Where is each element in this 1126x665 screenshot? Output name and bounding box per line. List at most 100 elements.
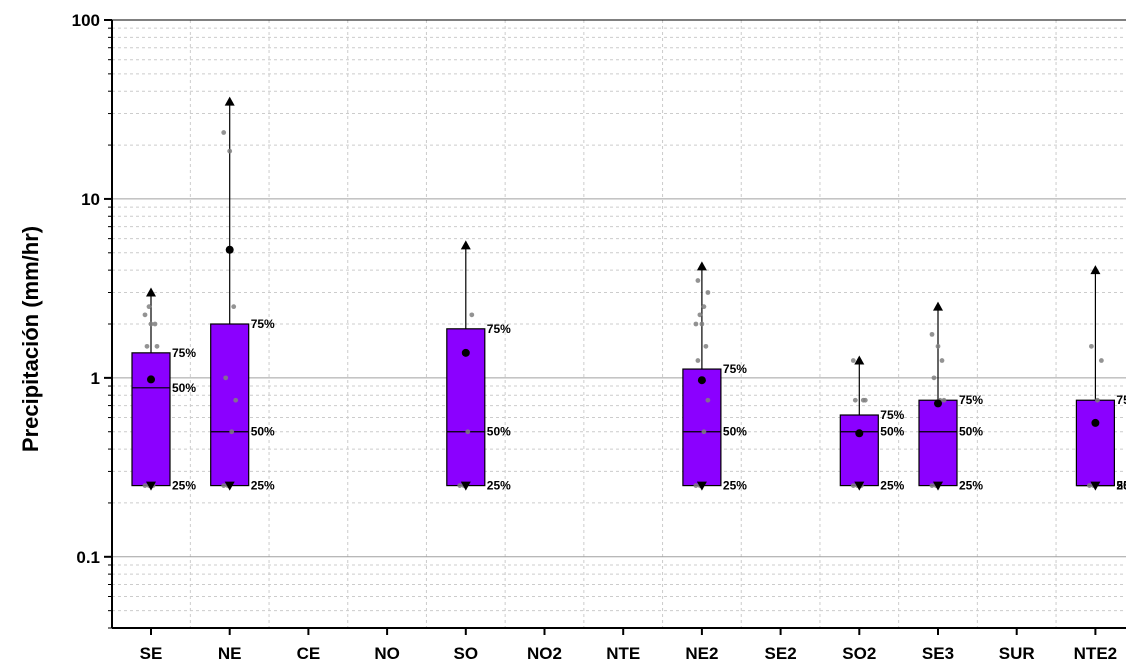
- data-point: [935, 343, 941, 349]
- label-25: 25%: [959, 479, 983, 493]
- data-point: [1089, 343, 1094, 349]
- data-point: [146, 304, 152, 310]
- data-point: [465, 429, 471, 435]
- label-50: 50%: [251, 425, 275, 439]
- min-marker: [854, 481, 865, 491]
- data-point: [705, 397, 711, 403]
- data-point: [227, 148, 233, 154]
- label-50: 50%: [1116, 479, 1126, 493]
- box-so2: 75% 50% 25%: [839, 355, 905, 493]
- x-tick-label-nte: NTE: [606, 644, 640, 663]
- min-marker: [146, 481, 156, 491]
- label-75: 75%: [172, 346, 196, 360]
- data-point: [231, 304, 237, 310]
- max-marker: [460, 240, 471, 250]
- data-point: [703, 343, 709, 349]
- mean-marker: [855, 429, 864, 438]
- min-marker: [696, 481, 707, 491]
- box: [839, 414, 879, 487]
- x-tick-label-so: SO: [454, 644, 479, 663]
- y-tick-label: 1: [91, 369, 100, 388]
- data-point: [142, 483, 148, 488]
- x-tick-label-no: NO: [374, 644, 400, 663]
- data-point: [701, 304, 707, 310]
- label-25: 25%: [172, 479, 196, 493]
- data-point: [699, 321, 705, 327]
- max-marker: [146, 287, 156, 297]
- min-marker: [933, 481, 943, 491]
- min-marker: [1090, 481, 1101, 491]
- box-ne: 75% 50% 25%: [210, 96, 275, 493]
- label-50: 50%: [880, 425, 904, 439]
- data-point: [693, 483, 699, 488]
- mean-marker: [934, 399, 942, 408]
- data-point: [695, 358, 701, 363]
- box: [918, 399, 958, 487]
- label-25: 25%: [880, 479, 904, 493]
- data-point: [701, 429, 707, 435]
- x-tick-label-so2: SO2: [842, 644, 876, 663]
- data-point: [929, 483, 935, 488]
- x-tick-label-sur: SUR: [999, 644, 1035, 663]
- max-marker: [1090, 265, 1101, 275]
- data-point: [142, 312, 148, 318]
- box: [210, 323, 250, 487]
- data-point: [941, 397, 947, 403]
- mean-marker: [1091, 418, 1100, 427]
- label-75: 75%: [1116, 393, 1126, 407]
- x-tick-label-ce: CE: [297, 644, 321, 663]
- data-point: [221, 130, 227, 135]
- box: [682, 368, 722, 487]
- data-point: [852, 397, 858, 403]
- max-marker: [696, 261, 707, 271]
- x-tick-label-se2: SE2: [765, 644, 797, 663]
- label-25: 25%: [487, 479, 511, 493]
- label-50: 50%: [723, 425, 747, 439]
- data-point: [939, 358, 945, 363]
- data-point: [233, 397, 239, 403]
- data-point: [1099, 358, 1104, 363]
- grid-lines: [112, 19, 1126, 629]
- data-point: [697, 312, 703, 318]
- data-point: [469, 312, 475, 318]
- box: [1075, 399, 1116, 487]
- data-point: [229, 429, 235, 435]
- y-axis-tick-labels: 0.1 1 10 100: [72, 11, 100, 567]
- label-75: 75%: [880, 408, 904, 422]
- x-tick-label-nte2: NTE2: [1074, 644, 1117, 663]
- x-tick-label-ne: NE: [218, 644, 242, 663]
- label-25: 25%: [723, 479, 747, 493]
- y-tick-label: 100: [72, 11, 100, 30]
- box-ne2: 75% 50% 25%: [682, 261, 747, 493]
- data-point: [221, 483, 227, 488]
- box: [131, 352, 171, 487]
- data-point: [695, 278, 701, 283]
- label-75: 75%: [959, 393, 983, 407]
- mean-marker: [461, 348, 470, 357]
- max-marker: [933, 301, 943, 311]
- min-marker: [460, 481, 471, 491]
- data-point: [693, 321, 699, 327]
- data-point: [850, 483, 856, 488]
- mean-marker: [697, 376, 706, 385]
- x-tick-label-se: SE: [140, 644, 163, 663]
- data-point: [1087, 483, 1092, 488]
- label-75: 75%: [251, 317, 275, 331]
- data-point: [223, 375, 229, 381]
- min-marker: [224, 481, 235, 491]
- x-axis-tick-labels: SE NE CE NO SO NO2 NTE NE2 SE2 SO2 SE3 SUR NTE2: [140, 644, 1117, 663]
- box-so: 75% 50% 25%: [446, 240, 511, 493]
- max-marker: [224, 96, 235, 106]
- data-point: [705, 290, 711, 295]
- x-tick-label-ne2: NE2: [685, 644, 718, 663]
- label-75: 75%: [723, 362, 747, 376]
- data-point: [929, 331, 935, 337]
- y-tick-label: 0.1: [76, 548, 100, 567]
- mean-marker: [147, 375, 155, 384]
- data-point: [850, 358, 856, 363]
- x-tick-label-no2: NO2: [527, 644, 562, 663]
- data-point: [931, 375, 937, 381]
- axes: [104, 19, 1126, 635]
- box-plot-series: 75%50%25%75%50%25%75%50%25%75%50%25%75%5…: [131, 96, 1126, 493]
